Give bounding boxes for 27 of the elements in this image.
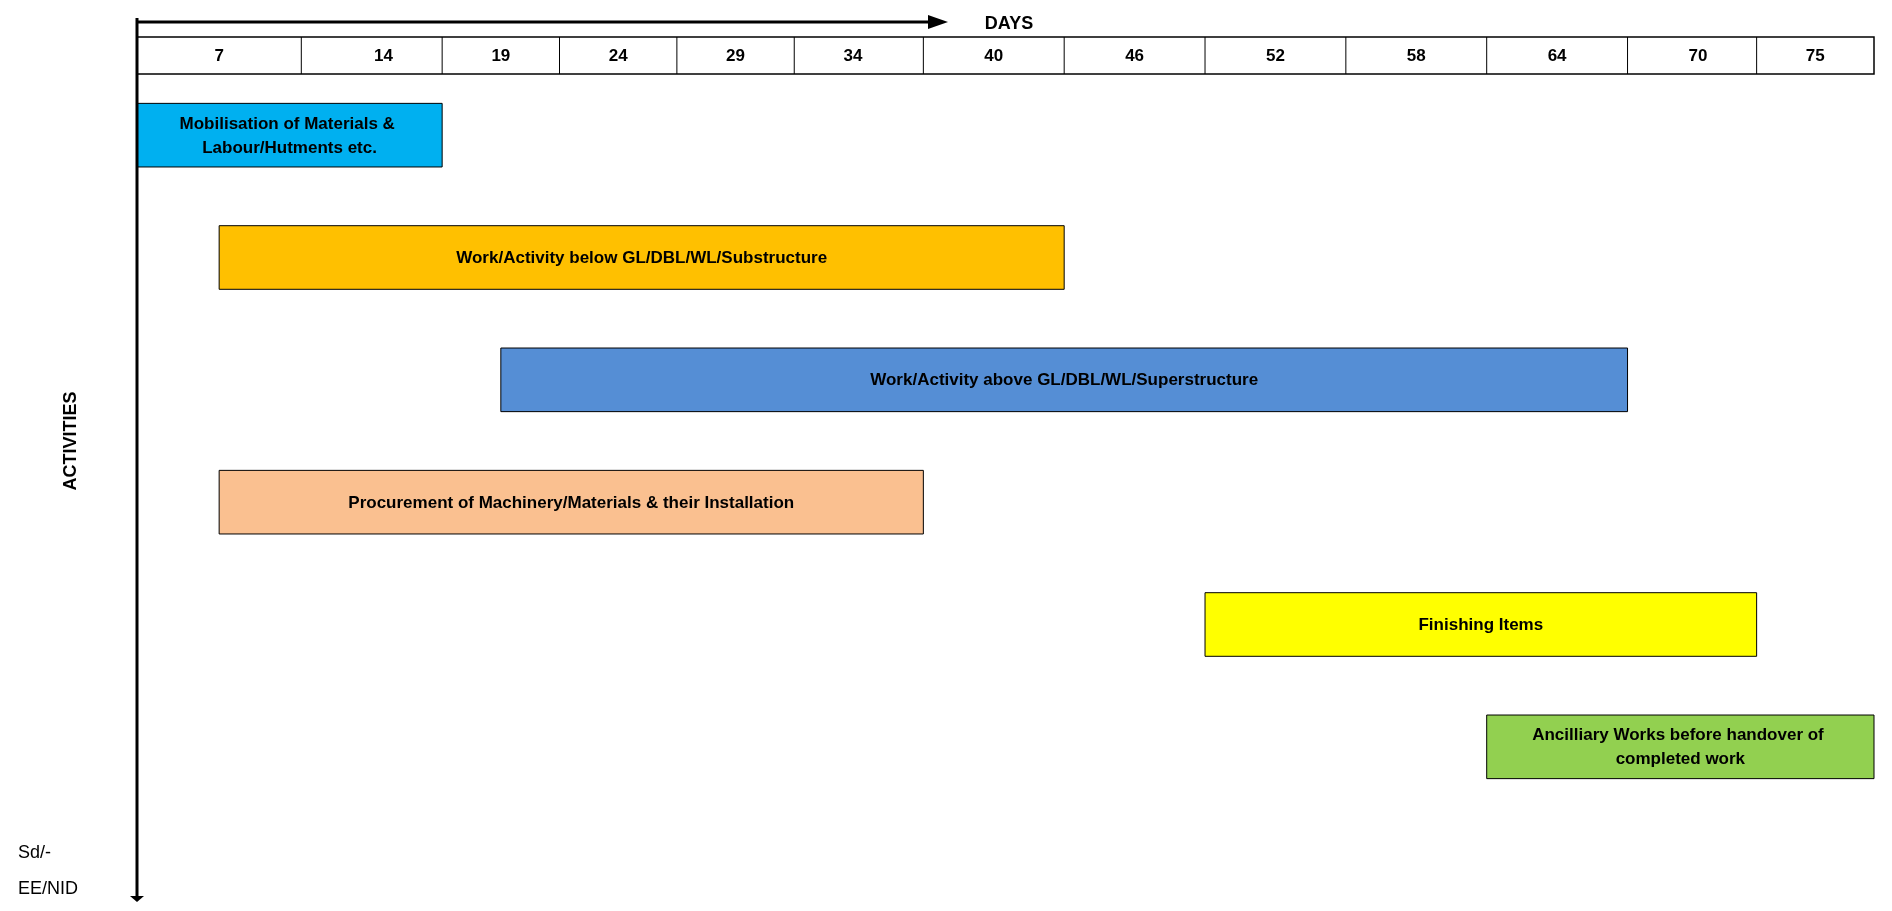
y-axis-title: ACTIVITIES bbox=[60, 391, 80, 491]
x-tick-label: 64 bbox=[1547, 46, 1568, 65]
x-tick-label: 14 bbox=[374, 46, 394, 65]
y-tick-label: Mobilisation of Materials & Labour/Hutments etc. bbox=[179, 113, 400, 157]
x-tick-label: 46 bbox=[1125, 46, 1145, 65]
y-tick-label: Work/Activity below GL/DBL/WL/Substructure bbox=[456, 248, 828, 267]
x-tick-label: 34 bbox=[843, 46, 863, 65]
bar bbox=[218, 225, 1065, 290]
bar bbox=[218, 469, 924, 535]
x-tick-label: 19 bbox=[491, 46, 511, 65]
x-tick-label: 52 bbox=[1265, 46, 1285, 65]
x-tick-label: 58 bbox=[1406, 46, 1426, 65]
x-tick-label: 70 bbox=[1688, 46, 1708, 65]
y-tick-label: Finishing Items bbox=[1418, 615, 1544, 634]
x-tick-label: 75 bbox=[1805, 46, 1825, 65]
bar bbox=[1486, 714, 1875, 780]
y-tick-label: Ancilliary Works before handover of completed work bbox=[1532, 725, 1829, 769]
x-tick-label: 24 bbox=[608, 46, 629, 65]
y-tick-label: Work/Activity above GL/DBL/WL/Superstructure bbox=[870, 370, 1259, 390]
x-tick-label: 29 bbox=[726, 46, 746, 65]
bar bbox=[500, 347, 1629, 413]
x-tick-label: 7 bbox=[214, 46, 224, 65]
x-tick-label: 40 bbox=[984, 46, 1004, 65]
text: Sd/- EE/NID bbox=[18, 842, 79, 898]
x-axis-title: DAYS bbox=[984, 13, 1034, 33]
bar bbox=[1204, 592, 1758, 657]
y-tick-label: Procurement of Machinery/Materials & their Installation bbox=[348, 492, 795, 512]
